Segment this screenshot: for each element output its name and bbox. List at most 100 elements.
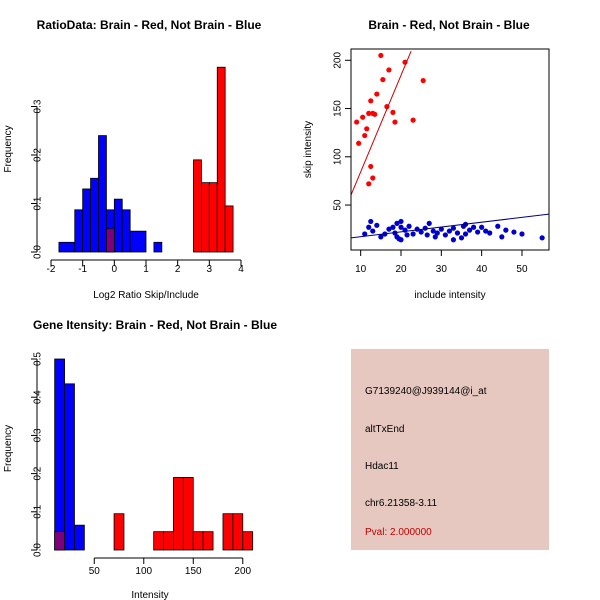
intensity-x-tick-label-2: 150 [185, 566, 202, 577]
scatter-y-axis-label: skip intensity [303, 121, 314, 178]
ratio-y-tick-label-0: 0.0 [33, 245, 44, 259]
ratio-bar-brain-5 [224, 205, 234, 253]
intensity-x-tick-label-3: 200 [234, 566, 251, 577]
scatter-point-notbrain-30 [454, 230, 461, 236]
ratio-x-tick-label-0: -2 [47, 264, 56, 275]
scatter-point-notbrain-4 [374, 222, 380, 228]
scatter-point-notbrain-46 [398, 237, 404, 243]
ratio-x-tick-label-3: 1 [143, 264, 149, 275]
scatter-point-notbrain-38 [483, 228, 489, 234]
ratio-bar-notbrain-4 [98, 135, 107, 253]
scatter-point-notbrain-39 [487, 230, 493, 236]
scatter-point-notbrain-7 [386, 226, 392, 232]
scatter-point-brain-8 [372, 111, 378, 117]
scatter-plot-frame [350, 48, 550, 251]
scatter-y-tick-label-3: 200 [333, 52, 344, 69]
scatter-point-notbrain-43 [511, 229, 517, 235]
ratio-title: RatioData: Brain - Red, Not Brain - Blue [37, 18, 262, 32]
scatter-x-tick-label-1: 20 [395, 264, 407, 275]
ratio-x-tick-label-4: 2 [175, 264, 181, 275]
scatter-point-notbrain-11 [394, 220, 400, 226]
intensity-y-tick-label-4: 0.4 [33, 390, 44, 404]
intensity-bar-brain-5 [182, 477, 194, 551]
ratio-x-tick-label-1: -1 [78, 264, 87, 275]
scatter-point-notbrain-28 [446, 228, 452, 234]
scatter-point-brain-20 [368, 163, 374, 170]
intensity-bar-notbrain-1 [64, 383, 75, 551]
scatter-point-brain-21 [370, 175, 376, 181]
scatter-fit-line-notbrain [351, 213, 549, 239]
scatter-point-brain-6 [368, 98, 374, 104]
scatter-title: Brain - Red, Not Brain - Blue [368, 18, 530, 32]
ratio-bar-brain-2 [201, 182, 210, 253]
scatter-point-brain-2 [360, 114, 366, 120]
scatter-point-notbrain-1 [366, 224, 372, 230]
intensity-x-axis-label: Intensity [131, 590, 168, 600]
intensity-title: Gene Itensity: Brain - Red, Not Brain - … [33, 318, 277, 332]
ratio-bar-notbrain-7 [121, 209, 131, 253]
scatter-point-notbrain-5 [378, 234, 384, 240]
scatter-point-brain-10 [378, 52, 384, 59]
ratio-x-tick-label-5: 3 [207, 264, 213, 275]
event-type: altTxEnd [365, 424, 405, 435]
scatter-point-notbrain-18 [410, 231, 416, 237]
scatter-point-brain-15 [392, 119, 398, 125]
intensity-bar-brain-0 [54, 531, 65, 551]
scatter-point-notbrain-47 [424, 232, 430, 238]
scatter-point-notbrain-3 [370, 228, 376, 234]
scatter-x-axis-label: include intensity [414, 290, 485, 301]
ratio-x-tick-label-2: 0 [112, 264, 118, 275]
scatter-x-tick-label-2: 30 [436, 264, 448, 275]
intensity-bar-brain-1 [113, 513, 125, 551]
scatter-x-tick-label-4: 50 [516, 264, 528, 275]
intensity-bar-brain-7 [202, 531, 214, 551]
scatter-point-notbrain-45 [539, 235, 545, 241]
intensity-y-tick-label-5: 0.5 [33, 352, 44, 366]
ratio-y-tick-label-1: 0.1 [33, 196, 44, 210]
scatter-point-brain-1 [356, 140, 362, 146]
intensity-bar-brain-2 [153, 531, 164, 551]
scatter-point-brain-17 [410, 117, 416, 123]
scatter-point-brain-14 [390, 109, 396, 115]
ratio-bar-notbrain-2 [82, 188, 91, 253]
scatter-point-notbrain-17 [406, 223, 412, 229]
scatter-point-notbrain-20 [418, 229, 424, 235]
scatter-point-notbrain-27 [442, 232, 448, 238]
ratio-bar-notbrain-1 [74, 209, 84, 253]
scatter-point-brain-18 [420, 77, 426, 84]
scatter-point-brain-0 [354, 119, 360, 125]
intensity-bar-brain-8 [222, 513, 234, 551]
scatter-point-notbrain-26 [438, 226, 444, 232]
scatter-point-notbrain-22 [426, 220, 432, 226]
probe-id: G7139240@J939144@i_at [365, 386, 487, 397]
scatter-point-notbrain-44 [519, 231, 525, 237]
scatter-point-notbrain-0 [362, 231, 368, 237]
intensity-y-tick-label-1: 0.1 [33, 504, 44, 518]
scatter-point-notbrain-23 [430, 228, 436, 234]
scatter-point-notbrain-29 [450, 225, 457, 231]
scatter-point-notbrain-31 [458, 235, 465, 241]
chromosome-location: chr6.21358-3.11 [365, 498, 438, 509]
scatter-point-brain-5 [366, 110, 372, 116]
info-panel: G7139240@J939144@i_at altTxEnd Hdac11 ch… [351, 349, 549, 550]
scatter-point-notbrain-49 [462, 231, 469, 237]
scatter-x-tick-label-0: 10 [355, 264, 367, 275]
ratio-y-axis-label: Frequency [3, 125, 14, 172]
intensity-x-tick-label-0: 50 [89, 566, 101, 577]
intensity-bar-notbrain-2 [74, 524, 85, 551]
intensity-bar-brain-10 [242, 531, 254, 551]
ratio-bar-brain-3 [208, 182, 218, 253]
intensity-bar-brain-9 [232, 513, 244, 551]
ratio-bar-notbrain-6 [113, 198, 123, 253]
scatter-point-brain-19 [366, 181, 372, 187]
scatter-point-notbrain-2 [368, 218, 374, 225]
scatter-fit-line-brain [351, 51, 412, 196]
scatter-y-tick-label-2: 150 [333, 100, 344, 117]
scatter-x-tick-label-3: 40 [476, 264, 488, 275]
intensity-bar-notbrain-0 [54, 358, 65, 551]
ratio-bar-brain-0 [106, 228, 115, 253]
ratio-y-tick-label-3: 0.3 [33, 99, 44, 113]
scatter-point-notbrain-48 [450, 237, 457, 243]
intensity-y-tick-label-3: 0.3 [33, 428, 44, 442]
